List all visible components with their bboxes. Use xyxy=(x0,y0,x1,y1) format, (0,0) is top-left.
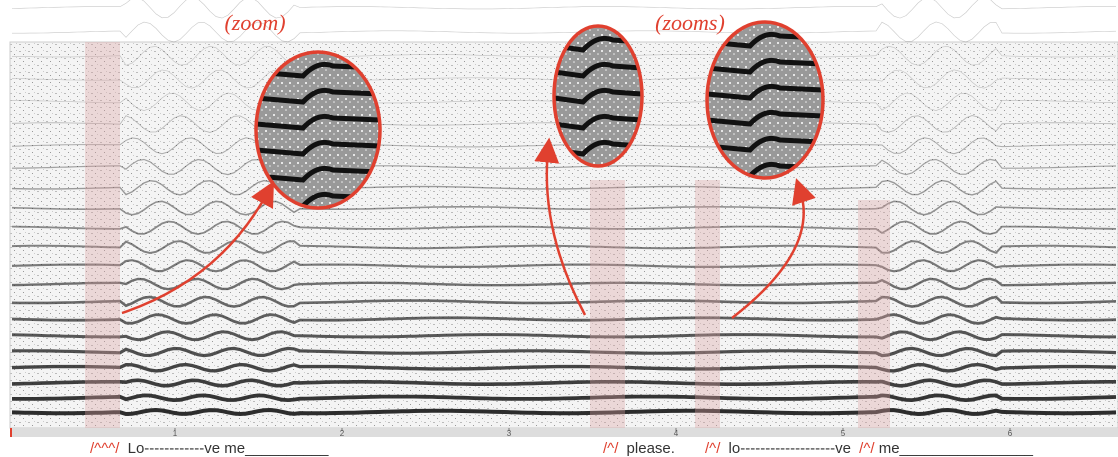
harmonic xyxy=(11,239,1117,255)
tick-label: 2 xyxy=(340,429,345,438)
zoom-view xyxy=(707,22,823,178)
pitch-mark: /^^^/ xyxy=(90,440,120,457)
zoom-harmonic xyxy=(554,61,642,79)
zoom-label: (zoom) xyxy=(224,10,285,35)
zoom-harmonic xyxy=(256,61,380,79)
zoom-view xyxy=(554,26,642,166)
pitch-mark: /^/ xyxy=(859,440,875,457)
zoom-harmonic xyxy=(256,165,380,183)
zoom-harmonic xyxy=(707,57,823,75)
harmonic xyxy=(11,0,1116,19)
lyric: Lo------------ve me__________ xyxy=(128,440,330,457)
zoom-circles xyxy=(254,20,825,210)
harmonic xyxy=(11,158,1117,176)
harmonic xyxy=(11,200,1117,216)
zoom-harmonic xyxy=(554,35,642,53)
tick-label: 4 xyxy=(674,429,679,438)
zoom-harmonic xyxy=(554,113,642,131)
zoom-outline xyxy=(254,50,382,210)
harmonic xyxy=(11,330,1116,342)
time-axis-bar xyxy=(10,428,1118,437)
lyrics: /^^^/ Lo------------ve me__________ /^/ … xyxy=(90,440,1034,457)
harmonic xyxy=(12,21,1117,43)
harmonic xyxy=(11,179,1117,196)
tick-label: 6 xyxy=(1008,429,1013,438)
zoom-harmonic xyxy=(707,109,823,127)
lyric: lo-------------------ve xyxy=(729,440,851,457)
pitch-mark: /^/ xyxy=(705,440,721,457)
harmonic xyxy=(11,346,1117,358)
harmonic xyxy=(11,295,1117,308)
zooms-label: (zooms) xyxy=(655,10,725,35)
zoom-view xyxy=(256,52,380,208)
zoom-bg xyxy=(256,52,380,208)
zoom-harmonic xyxy=(554,139,642,157)
harmonic xyxy=(11,137,1117,155)
zoom-harmonic xyxy=(554,87,642,105)
zoom-harmonic xyxy=(256,113,380,131)
harmonic xyxy=(11,220,1117,236)
pitch-mark: /^/ xyxy=(603,440,619,457)
lyric: please. xyxy=(627,440,675,457)
lyric: me________________ xyxy=(879,440,1034,457)
tick-label: 3 xyxy=(507,429,512,438)
harmonic xyxy=(12,393,1117,403)
zoom-outline xyxy=(552,24,644,168)
tick-label: 5 xyxy=(841,429,846,438)
harmonic xyxy=(11,362,1117,373)
zoom-harmonic xyxy=(256,87,380,105)
zoom-harmonic xyxy=(707,83,823,101)
zoom-harmonic xyxy=(707,135,823,153)
zoom-bg xyxy=(707,22,823,178)
harmonic xyxy=(11,378,1116,388)
time-axis: 1 2 3 4 5 6 xyxy=(173,428,1013,438)
zoom-harmonic xyxy=(256,139,380,157)
harmonic xyxy=(11,277,1117,291)
harmonic xyxy=(11,313,1117,325)
highlight-bands xyxy=(85,42,890,428)
arrows xyxy=(121,137,816,319)
zoom-harmonic xyxy=(707,31,823,49)
harmonic xyxy=(11,407,1117,417)
tick-label: 1 xyxy=(173,429,178,438)
playhead xyxy=(10,428,12,437)
zoom-outline xyxy=(705,20,825,180)
